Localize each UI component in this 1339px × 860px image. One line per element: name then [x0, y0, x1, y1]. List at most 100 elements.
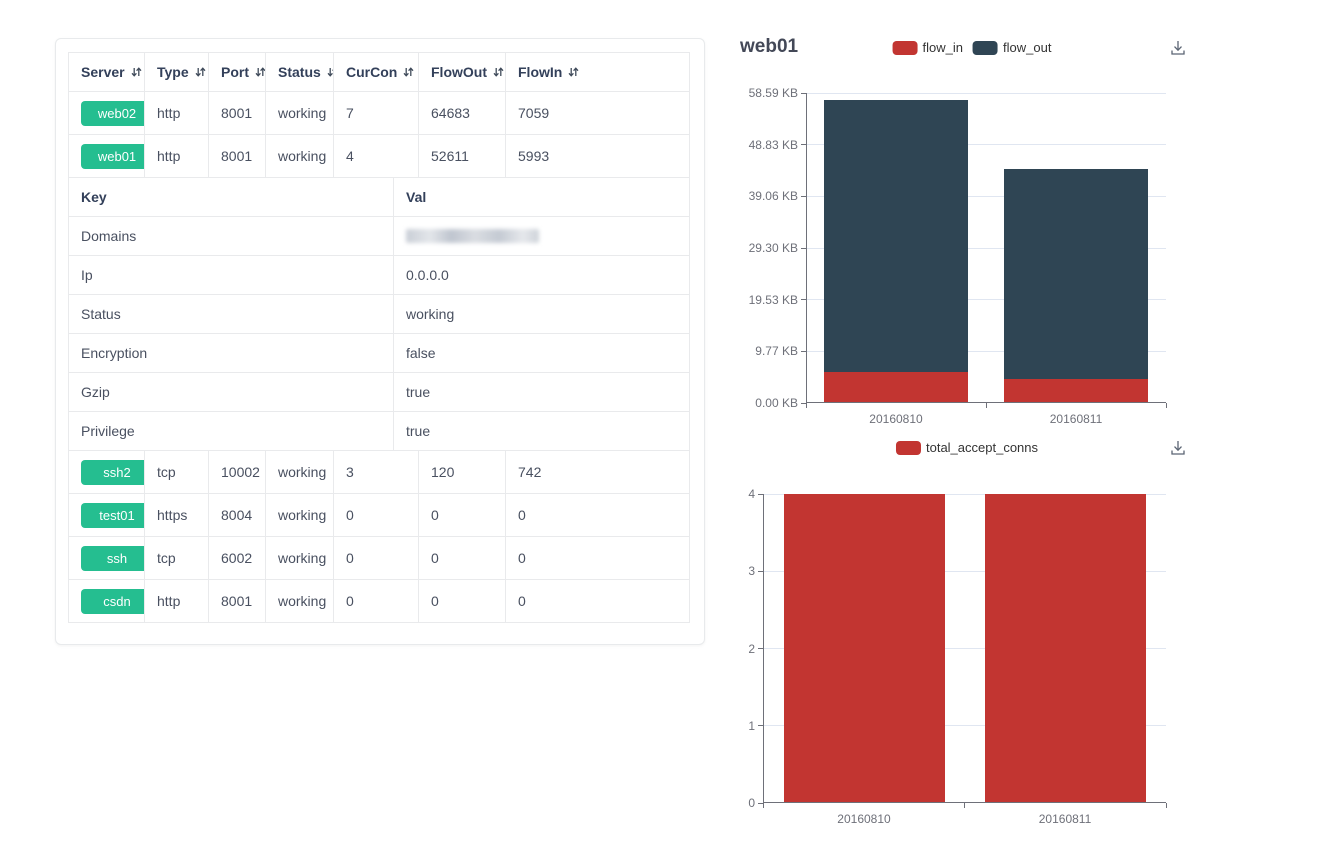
y-tick-label: 39.06 KB: [748, 189, 798, 204]
server-button-ssh2[interactable]: ssh2: [81, 459, 144, 485]
flowin-cell: 0: [505, 536, 690, 580]
bar-flow_in-20160810[interactable]: [824, 372, 968, 403]
curcon-cell: 0: [333, 536, 419, 580]
server-cell: ssh: [68, 536, 145, 580]
sort-icon[interactable]: [195, 66, 206, 78]
column-label: Server: [81, 64, 125, 80]
y-tick: [758, 570, 763, 572]
column-header-flowout[interactable]: FlowOut: [418, 52, 506, 92]
x-axis-line: [763, 802, 1166, 803]
server-button-csdn[interactable]: csdn: [81, 588, 144, 614]
x-tick: [964, 803, 965, 808]
sort-icon[interactable]: [327, 66, 333, 78]
legend-item-total_accept_conns[interactable]: total_accept_conns: [895, 440, 1038, 455]
y-tick-label: 9.77 KB: [755, 344, 798, 359]
key-val-rows: Key Val Domains Ip 0.0.0.0 Status working Encry…: [68, 177, 690, 451]
flowin-cell: 7059: [505, 91, 690, 135]
legend-swatch: [892, 40, 918, 55]
kv-key-header: Key: [68, 177, 394, 217]
kv-row: Encryption false: [68, 333, 690, 373]
y-tick-label: 1: [748, 718, 755, 733]
server-cell: csdn: [68, 579, 145, 623]
legend-item-flow_out[interactable]: flow_out: [973, 40, 1051, 55]
flow-chart-plot: 0.00 KB 9.77 KB 19.53 KB 29.30 KB 39.06 KB 48…: [749, 86, 1167, 426]
status-cell: working: [265, 450, 334, 494]
server-rows-top: web02 http 8001 working 7 64683 7059 web01 http 8…: [68, 91, 690, 178]
status-cell: working: [265, 134, 334, 178]
x-tick-label: 20160811: [1049, 412, 1103, 426]
y-tick-label: 0.00 KB: [755, 396, 798, 410]
bar-flow_out-20160810[interactable]: [824, 100, 968, 373]
bar-flow_in-20160811[interactable]: [1004, 378, 1148, 403]
server-button-test01[interactable]: test01: [81, 502, 144, 528]
type-cell: https: [144, 493, 209, 537]
port-cell: 8001: [208, 134, 266, 178]
server-cell: test01: [68, 493, 145, 537]
y-tick-label: 48.83 KB: [748, 137, 798, 152]
flowout-cell: 0: [418, 536, 506, 580]
y-tick: [801, 247, 806, 249]
column-header-port[interactable]: Port: [208, 52, 266, 92]
download-icon[interactable]: [1168, 38, 1188, 58]
column-header-status[interactable]: Status: [265, 52, 334, 92]
kv-row: Gzip true: [68, 372, 690, 412]
flowout-cell: 0: [418, 493, 506, 537]
flowout-cell: 0: [418, 579, 506, 623]
kv-val-cell: false: [393, 333, 690, 373]
kv-row: Privilege true: [68, 411, 690, 451]
column-header-type[interactable]: Type: [144, 52, 209, 92]
kv-val-cell: 0.0.0.0: [393, 255, 690, 295]
gridline: [806, 144, 1166, 146]
flowout-cell: 120: [418, 450, 506, 494]
y-tick: [801, 195, 806, 197]
curcon-cell: 7: [333, 91, 419, 135]
server-cell: web01: [68, 134, 145, 178]
y-tick-label: 4: [748, 487, 755, 501]
flowin-cell: 0: [505, 579, 690, 623]
port-cell: 6002: [208, 536, 266, 580]
redacted-value: [406, 229, 539, 243]
kv-val-header: Val: [393, 177, 690, 217]
column-header-curcon[interactable]: CurCon: [333, 52, 419, 92]
legend-swatch: [895, 440, 921, 455]
y-tick: [758, 725, 763, 727]
port-cell: 8001: [208, 91, 266, 135]
x-tick-label: 20160810: [869, 412, 923, 426]
gridline: [806, 299, 1166, 301]
flowin-cell: 5993: [505, 134, 690, 178]
sort-icon[interactable]: [255, 66, 265, 78]
table-row: web02 http 8001 working 7 64683 7059: [68, 91, 690, 135]
status-cell: working: [265, 493, 334, 537]
kv-row: Ip 0.0.0.0: [68, 255, 690, 295]
sort-icon[interactable]: [131, 66, 142, 78]
column-label: CurCon: [346, 64, 398, 80]
sort-icon[interactable]: [493, 66, 504, 78]
server-table-header: Server Type Port Status CurCon FlowOut FlowIn: [68, 52, 690, 92]
download-icon[interactable]: [1168, 438, 1188, 458]
y-tick: [801, 402, 806, 404]
type-cell: http: [144, 579, 209, 623]
bar-flow_out-20160811[interactable]: [1004, 169, 1148, 379]
column-header-flowin[interactable]: FlowIn: [505, 52, 690, 92]
column-label: Type: [157, 64, 189, 80]
y-tick: [801, 299, 806, 301]
x-tick: [805, 403, 807, 408]
x-tick: [985, 403, 987, 408]
y-tick-label: 2: [748, 641, 755, 656]
gridline: [763, 493, 1166, 495]
kv-key-cell: Ip: [68, 255, 394, 295]
y-tick: [801, 350, 806, 352]
column-label: FlowOut: [431, 64, 487, 80]
sort-icon[interactable]: [568, 66, 579, 78]
column-header-server[interactable]: Server: [68, 52, 145, 92]
legend-item-flow_in[interactable]: flow_in: [892, 40, 963, 55]
x-tick-label: 20160811: [1038, 812, 1092, 826]
server-button-web01[interactable]: web01: [81, 143, 144, 169]
bar-total_accept_conns-20160811[interactable]: [984, 494, 1146, 803]
gridline: [806, 350, 1166, 352]
sort-icon[interactable]: [403, 66, 414, 78]
server-button-ssh[interactable]: ssh: [81, 545, 144, 571]
x-tick: [1165, 403, 1167, 408]
server-button-web02[interactable]: web02: [81, 100, 144, 126]
bar-total_accept_conns-20160810[interactable]: [783, 494, 945, 803]
